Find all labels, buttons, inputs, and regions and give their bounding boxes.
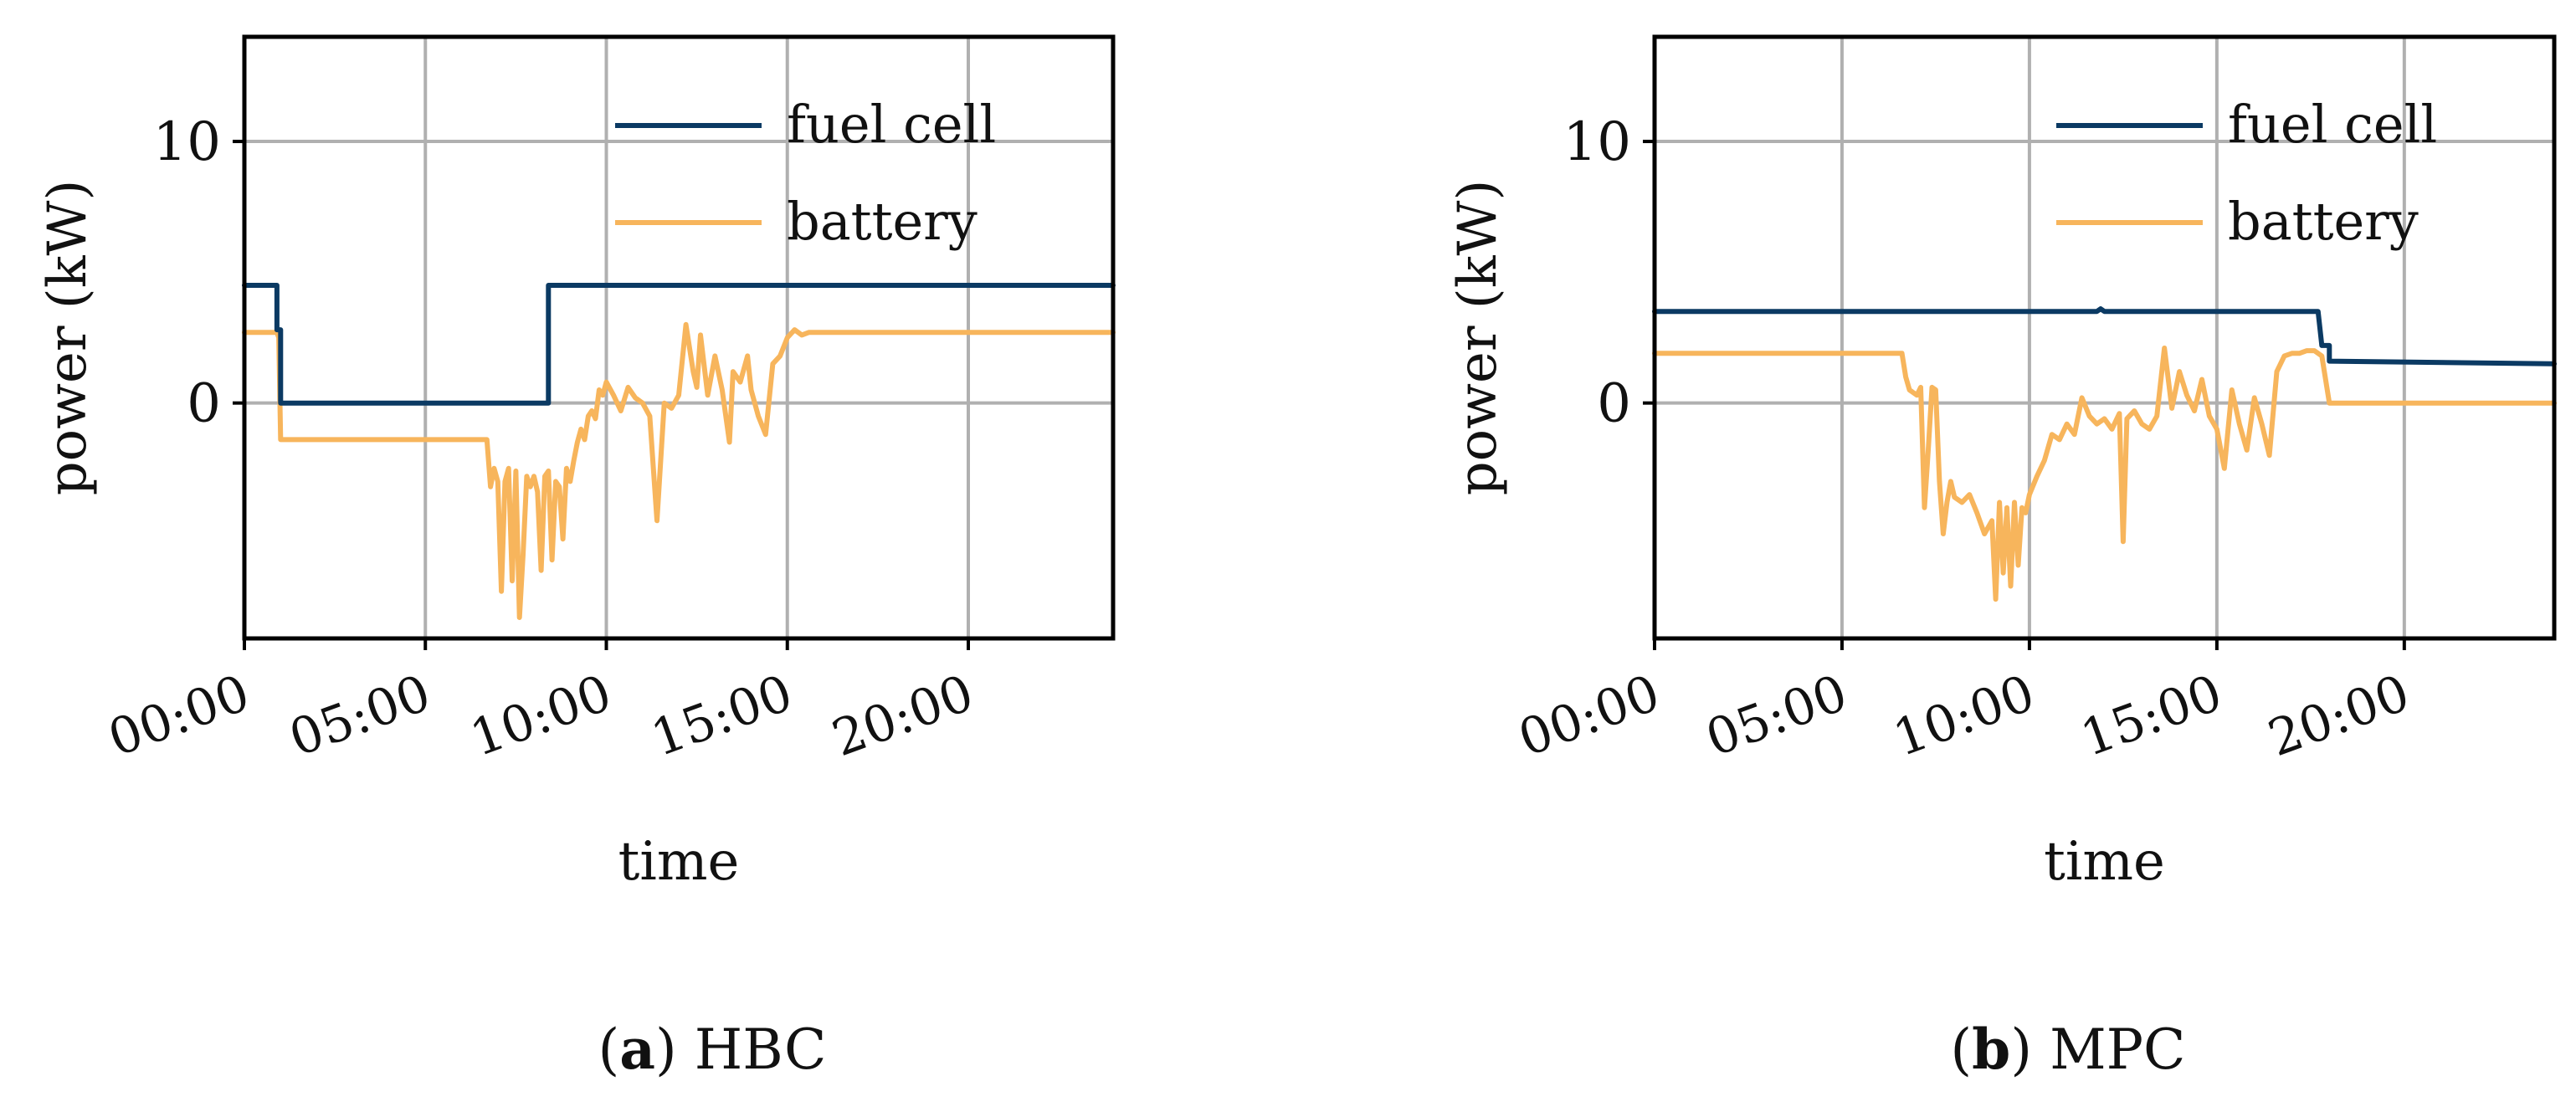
series-line-battery xyxy=(242,321,1116,620)
x-axis-label-b: time xyxy=(2044,831,2165,893)
x-tick-label: 15:00 xyxy=(2074,664,2230,768)
x-tick-label: 00:00 xyxy=(101,664,257,768)
caption-text-b: MPC xyxy=(2050,1017,2186,1082)
grid-b xyxy=(1655,37,2554,638)
panel-a: 0 10 00:00 05:00 10:00 15:00 20:00 power (kW)… xyxy=(37,34,1116,1082)
axes-frame-a xyxy=(242,34,1116,641)
x-tick-label: 15:00 xyxy=(644,664,799,768)
x-ticks-b: 00:00 05:00 10:00 15:00 20:00 xyxy=(1511,638,2417,768)
x-tick-label: 00:00 xyxy=(1511,664,1667,768)
x-tick-label: 05:00 xyxy=(282,664,438,768)
y-tick-label: 0 xyxy=(1597,373,1631,435)
x-tick-label: 10:00 xyxy=(1886,664,2042,768)
axes-frame-b xyxy=(1652,34,2557,641)
legend-b: fuel cell battery xyxy=(2056,94,2437,252)
series-b xyxy=(1652,306,2557,602)
y-tick-label: 10 xyxy=(1563,111,1631,173)
x-ticks-a: 00:00 05:00 10:00 15:00 20:00 xyxy=(101,638,981,768)
legend-label-battery-b: battery xyxy=(2228,191,2419,252)
x-tick-label: 20:00 xyxy=(825,664,981,768)
x-tick-label: 05:00 xyxy=(1699,664,1855,768)
legend-label-battery-a: battery xyxy=(787,191,978,252)
x-axis-label-a: time xyxy=(618,831,740,893)
y-axis-label-b: power (kW) xyxy=(1447,180,1509,496)
series-line-fuel-cell xyxy=(1652,306,2557,366)
y-ticks-a: 0 10 xyxy=(153,111,244,435)
y-axis-label-a: power (kW) xyxy=(37,180,99,496)
y-ticks-b: 0 10 xyxy=(1563,111,1655,435)
y-tick-label: 0 xyxy=(187,373,221,435)
x-tick-label: 10:00 xyxy=(463,664,618,768)
caption-letter-b: b xyxy=(1972,1017,2010,1082)
caption-letter-a: a xyxy=(619,1017,655,1082)
legend-label-fuel-cell-a: fuel cell xyxy=(787,94,996,155)
legend-label-fuel-cell-b: fuel cell xyxy=(2228,94,2437,155)
panel-b: 0 10 00:00 05:00 10:00 15:00 20:00 power (kW)… xyxy=(1447,34,2557,1082)
y-tick-label: 10 xyxy=(153,111,221,173)
caption-a: (a) HBC xyxy=(598,1017,826,1082)
series-line-battery xyxy=(1652,346,2557,602)
series-line-fuel-cell xyxy=(242,283,1116,406)
caption-text-a: HBC xyxy=(695,1017,827,1082)
x-tick-label: 20:00 xyxy=(2261,664,2417,768)
series-a xyxy=(242,283,1116,620)
legend-a: fuel cell battery xyxy=(615,94,996,252)
caption-b: (b) MPC xyxy=(1950,1017,2185,1082)
